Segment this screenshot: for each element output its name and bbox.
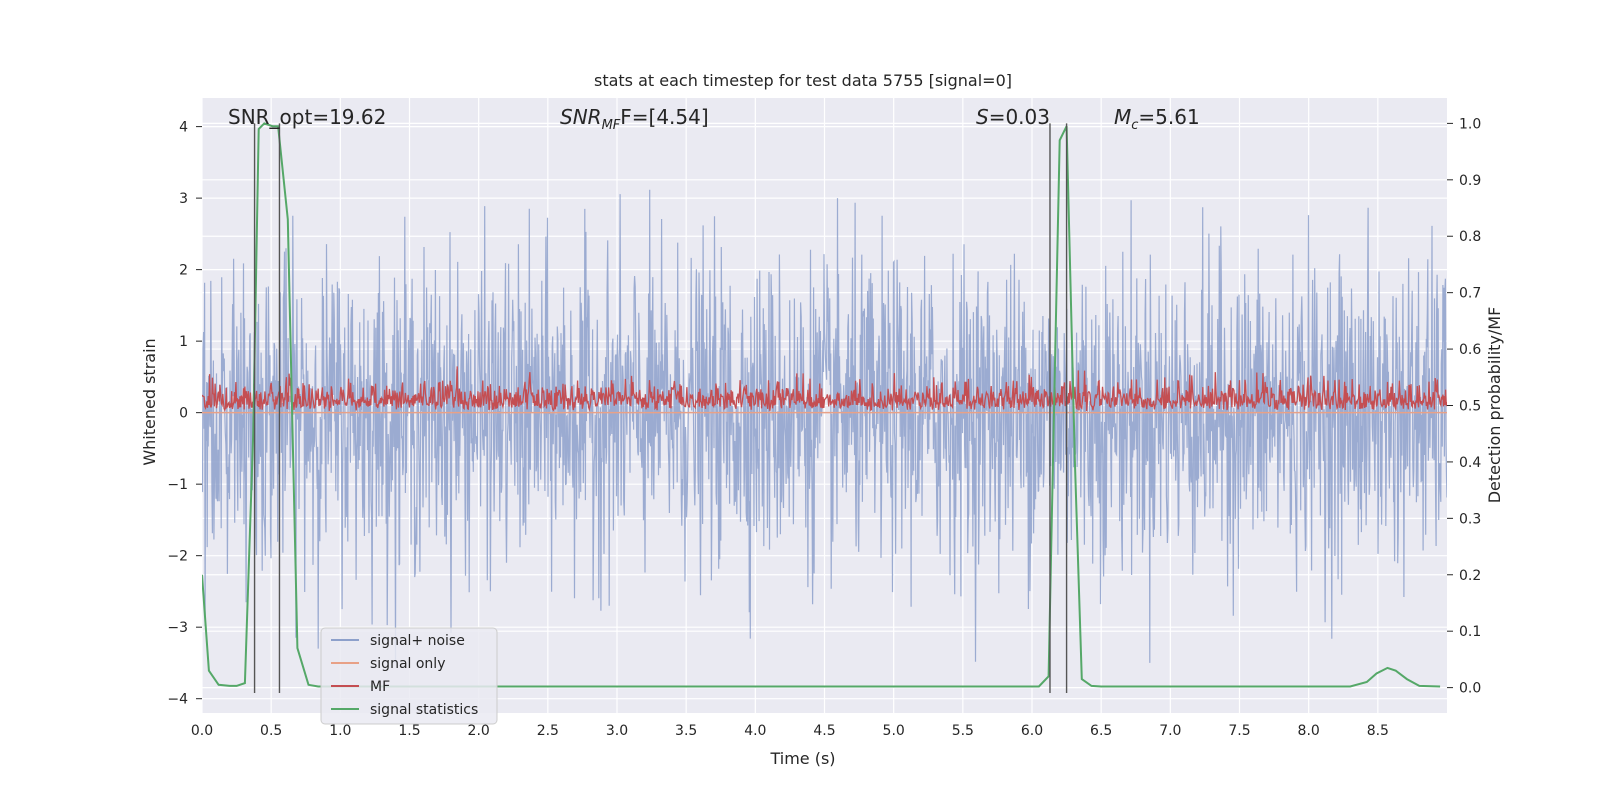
legend: signal+ noise signal only MF signal stat… <box>320 627 498 725</box>
legend-label-mf: MF <box>370 679 390 695</box>
y-left-tick-label: 2 <box>179 263 188 279</box>
y-left-tick-label: 0 <box>179 406 188 422</box>
y-axis-right-label: Detection probability/MF <box>1485 307 1504 504</box>
x-tick-label: 6.0 <box>1021 723 1043 739</box>
y-right-tick-label: 0.3 <box>1459 511 1481 527</box>
x-tick-label: 1.0 <box>329 723 351 739</box>
x-tick-label: 2.0 <box>468 723 490 739</box>
y-right-tick-label: 0.6 <box>1459 342 1481 358</box>
x-tick-label: 5.0 <box>883 723 905 739</box>
mc-symbol: M <box>1114 105 1131 129</box>
x-tick-label: 5.5 <box>952 723 974 739</box>
y-left-tick-label: 1 <box>179 334 188 350</box>
x-tick-label: 7.5 <box>1228 723 1250 739</box>
s-value: =0.03 <box>989 105 1050 129</box>
x-tick-label: 6.5 <box>1090 723 1112 739</box>
y-right-tick-label: 0.7 <box>1459 286 1481 302</box>
x-tick-label: 7.0 <box>1159 723 1181 739</box>
y-right-tick-label: 0.0 <box>1459 681 1481 697</box>
y-right-tick-label: 0.5 <box>1459 399 1481 415</box>
y-left-tick-label: −4 <box>167 692 188 708</box>
annotation-mc: Mc=5.61 <box>1114 105 1200 133</box>
snr-mf-subscript: MF <box>602 118 621 133</box>
x-tick-label: 1.5 <box>398 723 420 739</box>
legend-label-signal-noise: signal+ noise <box>370 633 465 649</box>
series-signal-noise <box>202 189 1447 663</box>
x-tick-label: 8.5 <box>1367 723 1389 739</box>
series-signal-statistics <box>202 122 1441 688</box>
y-right-tick-label: 0.1 <box>1459 624 1481 640</box>
mc-value: =5.61 <box>1138 105 1199 129</box>
y-left-tick-label: 4 <box>179 120 188 136</box>
snr-mf-symbol: SNR <box>560 105 602 129</box>
x-tick-label: 3.0 <box>606 723 628 739</box>
s-symbol: S <box>976 105 989 129</box>
series-mf <box>202 366 1447 412</box>
y-left-tick-label: −3 <box>167 620 188 636</box>
x-tick-label: 0.5 <box>260 723 282 739</box>
y-left-tick-label: 3 <box>179 191 188 207</box>
y-right-tick-label: 1.0 <box>1459 116 1481 132</box>
y-right-tick-label: 0.2 <box>1459 568 1481 584</box>
y-left-tick-label: −1 <box>167 477 188 493</box>
vertical-markers <box>253 123 1068 693</box>
x-tick-label: 2.5 <box>537 723 559 739</box>
y-right-tick-label: 0.4 <box>1459 455 1481 471</box>
legend-label-signal-only: signal only <box>370 656 445 672</box>
snr-mf-value: F=[4.54] <box>620 105 708 129</box>
x-tick-label: 4.5 <box>813 723 835 739</box>
data-layer <box>202 122 1447 688</box>
annotation-s: S=0.03 <box>976 105 1050 129</box>
y-right-tick-label: 0.8 <box>1459 229 1481 245</box>
legend-box <box>320 627 498 725</box>
y-left-tick-label: −2 <box>167 549 188 565</box>
annotation-snr-mf: SNRMFF=[4.54] <box>560 105 709 133</box>
tick-labels: 0.0 0.5 1.0 1.5 2.0 2.5 3.0 3.5 4.0 4.5 5.0 5.5 6.0 6… <box>167 116 1481 739</box>
chart-title: stats at each timestep for test data 575… <box>594 71 1012 90</box>
mc-subscript: c <box>1131 118 1138 133</box>
x-tick-label: 8.0 <box>1298 723 1320 739</box>
annotation-snr-opt: SNR_opt=19.62 <box>228 105 386 129</box>
x-tick-label: 4.0 <box>744 723 766 739</box>
y-axis-left-label: Whitened strain <box>140 338 159 465</box>
x-axis-label: Time (s) <box>769 749 835 768</box>
x-tick-label: 0.0 <box>191 723 213 739</box>
y-right-tick-label: 0.9 <box>1459 173 1481 189</box>
legend-label-signal-statistics: signal statistics <box>370 702 478 718</box>
x-tick-label: 3.5 <box>675 723 697 739</box>
